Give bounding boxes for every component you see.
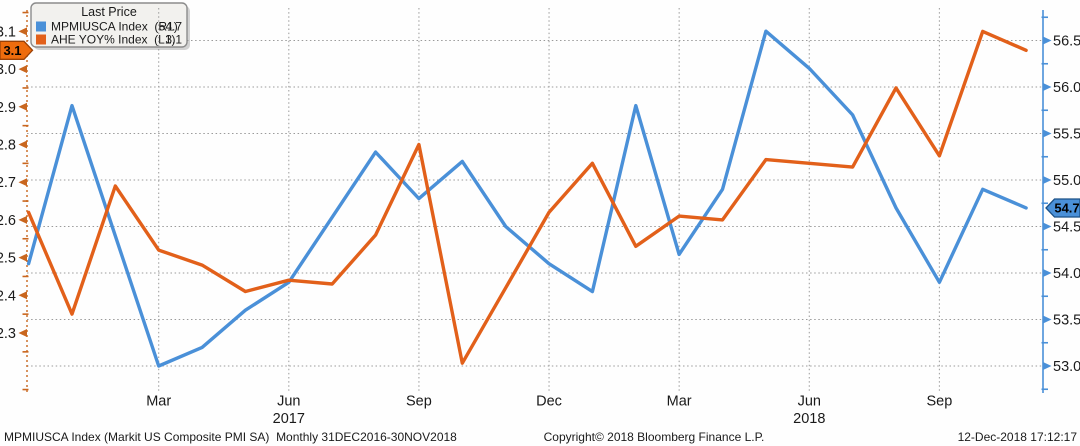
mpmiusca-index-line [26, 29, 1028, 368]
right-badge-value: 54.7 [1054, 201, 1079, 216]
legend-swatch-ahe [36, 34, 46, 45]
right-axis-tick-label: 55.0 [1053, 173, 1080, 189]
left-axis-tick-arrow [18, 27, 27, 36]
left-axis-tick-arrow [18, 102, 27, 111]
x-axis-year-label: 2017 [273, 411, 305, 427]
left-axis-tick-label: 3.0 [0, 62, 16, 78]
right-axis-tick-label: 54.5 [1053, 220, 1080, 236]
left-axis: 2.3 2.4 2.5 2.6 2.7 2.8 2.9 3.0 3.1 [0, 10, 29, 393]
left-axis-tick-label: 2.8 [0, 138, 16, 154]
right-axis-tick-arrow [1043, 176, 1052, 184]
legend-label-ahe: AHE YOY% Index (L1) [51, 33, 176, 47]
footer-timestamp: 12-Dec-2018 17:12:17 [957, 430, 1077, 444]
legend-box [30, 2, 188, 48]
left-axis-tick-label: 2.7 [0, 175, 16, 191]
left-axis-tick-arrow [18, 291, 27, 300]
legend[interactable]: Last Price MPMIUSCA Index (R1) 54.7 AHE … [30, 2, 190, 50]
left-axis-tick-arrow [18, 253, 27, 262]
x-axis-month-label: Dec [536, 394, 562, 410]
x-axis-month-label: Jun [798, 394, 821, 410]
left-badge-value: 3.1 [3, 43, 21, 58]
left-axis-tick-arrow [18, 178, 27, 187]
ahe-yoy-index-line [26, 29, 1028, 365]
left-axis-tick-arrow [18, 215, 27, 224]
legend-title: Last Price [81, 5, 137, 19]
footer-security-info: MPMIUSCA Index (Markit US Composite PMI … [4, 430, 457, 444]
legend-swatch-mpmiusca [36, 21, 46, 32]
data-series [26, 29, 1028, 368]
right-axis-tick-arrow [1043, 222, 1052, 231]
right-axis-tick-label: 56.0 [1053, 80, 1080, 96]
right-axis-tick-arrow [1043, 362, 1052, 370]
left-axis-tick-label: 2.6 [0, 213, 16, 229]
x-axis-month-label: Sep [926, 394, 952, 410]
right-axis-tick-label: 53.0 [1053, 359, 1080, 375]
legend-value-mpmiusca: 54.7 [159, 20, 183, 34]
left-axis-tick-label: 3.1 [0, 24, 16, 40]
right-axis-tick-arrow [1043, 315, 1052, 324]
left-axis-tick-arrow [18, 329, 27, 337]
right-axis: 53.0 53.5 54.0 54.5 55.0 55.5 56.0 56.5 [1041, 10, 1080, 393]
right-axis-tick-label: 55.5 [1053, 127, 1080, 143]
left-axis-last-price-badge: 3.1 [0, 40, 34, 60]
legend-value-ahe: 3.1 [165, 33, 182, 47]
x-axis-month-label: Mar [146, 394, 171, 410]
left-badge-shape [0, 40, 34, 60]
left-axis-tick-label: 2.5 [0, 251, 16, 267]
right-axis-tick-arrow [1043, 83, 1052, 91]
x-axis-month-label: Jun [277, 394, 300, 410]
horizontal-gridlines [27, 40, 1043, 367]
x-axis-month-label: Sep [406, 394, 432, 410]
left-axis-tick-arrow [18, 140, 27, 149]
right-badge-shape [1045, 198, 1080, 218]
left-axis-tick-label: 2.4 [0, 288, 16, 304]
x-axis-month-label: Mar [667, 394, 692, 410]
left-axis-tick-label: 2.3 [0, 326, 16, 342]
footer-copyright: Copyright© 2018 Bloomberg Finance L.P. [543, 430, 765, 444]
left-axis-tick-arrow [18, 65, 27, 74]
x-axis-year-label: 2018 [793, 411, 825, 427]
left-axis-tick-label: 2.9 [0, 100, 16, 116]
legend-label-mpmiusca: MPMIUSCA Index (R1) [51, 20, 178, 34]
right-axis-tick-arrow [1043, 269, 1052, 277]
right-axis-tick-arrow [1043, 129, 1052, 138]
right-axis-tick-label: 53.5 [1053, 313, 1080, 329]
right-axis-tick-label: 54.0 [1053, 266, 1080, 282]
right-axis-tick-arrow [1043, 36, 1052, 45]
right-axis-tick-label: 56.5 [1053, 34, 1080, 50]
right-axis-last-price-badge: 54.7 [1045, 198, 1080, 218]
vertical-gridlines [158, 8, 940, 392]
